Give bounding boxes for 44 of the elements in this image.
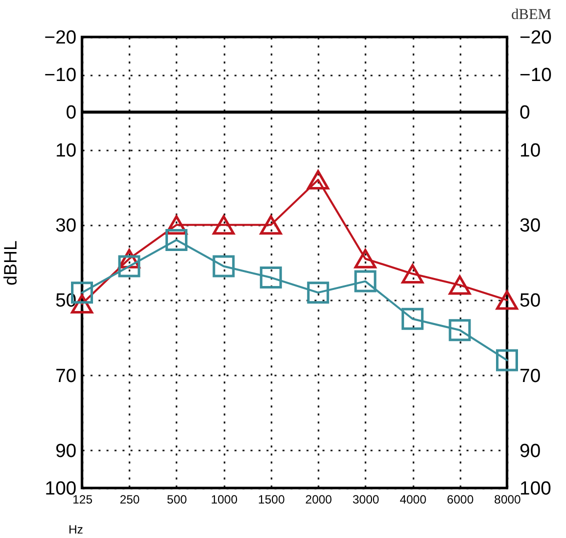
y2-tick-label: −10: [520, 65, 552, 86]
x-tick-label: 4000: [400, 492, 427, 506]
point: [448, 275, 471, 295]
y2-tick-label: 70: [520, 366, 541, 387]
y2-tick-label: 0: [520, 102, 530, 124]
point: [307, 170, 330, 190]
point: [354, 249, 376, 268]
x-tick-label: 6000: [446, 492, 474, 506]
point: [354, 270, 376, 292]
x-tick-label: 1500: [258, 492, 286, 506]
x-tick-label: 8000: [494, 492, 522, 506]
point: [448, 319, 471, 342]
point: [307, 282, 330, 304]
point: [260, 215, 282, 235]
text: dBEM: [511, 7, 552, 23]
y2-tick-label: 90: [520, 440, 541, 462]
y2-tick-label: 30: [520, 215, 541, 236]
y-tick-label: −20: [44, 28, 76, 48]
point: [212, 255, 235, 278]
point: [260, 266, 282, 289]
x-tick-label: 1000: [210, 492, 238, 506]
x-tick-label: 3000: [352, 492, 380, 506]
y-tick-label: 30: [55, 215, 76, 236]
y2-tick-label: −20: [520, 28, 552, 48]
x-tick-label: 250: [120, 492, 140, 506]
point: [165, 228, 188, 251]
y2-tick-label: 10: [520, 140, 541, 162]
point: [212, 215, 235, 235]
y-tick-label: 90: [55, 440, 76, 462]
x-axis-title: Hz: [68, 522, 84, 536]
point: [402, 264, 424, 284]
point: [496, 349, 518, 372]
x-tick-label: 500: [166, 492, 188, 506]
y-tick-label: −10: [44, 65, 76, 86]
point: [118, 255, 140, 278]
y-tick-label: 70: [55, 366, 76, 387]
y-axis-title: dBHL: [0, 240, 20, 286]
point: [496, 290, 518, 310]
y-tick-label: 0: [66, 102, 76, 124]
x-tick-label: 2000: [305, 492, 332, 506]
point: [402, 308, 424, 330]
y2-tick-label: 50: [520, 290, 541, 312]
y-tick-label: 10: [55, 140, 76, 162]
y2-tick-label: 100: [520, 478, 552, 500]
